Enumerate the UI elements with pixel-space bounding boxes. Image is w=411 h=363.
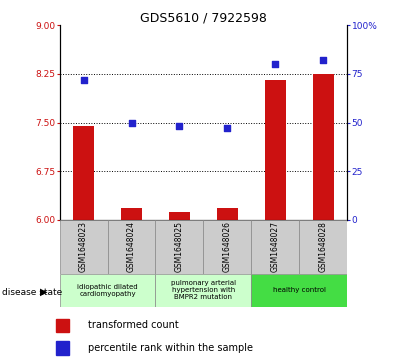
Text: idiopathic dilated
cardiomyopathy: idiopathic dilated cardiomyopathy [77, 284, 138, 297]
Text: ▶: ▶ [40, 287, 48, 297]
Text: transformed count: transformed count [88, 321, 179, 330]
Point [80, 77, 87, 83]
Text: GSM1648028: GSM1648028 [319, 221, 328, 272]
Point [128, 119, 135, 125]
Bar [169, 212, 190, 220]
Bar [155, 274, 252, 307]
Bar [217, 208, 238, 220]
Point [176, 123, 183, 129]
Bar [252, 220, 299, 274]
Bar [312, 74, 334, 220]
Bar [55, 319, 69, 332]
Point [320, 57, 327, 63]
Text: healthy control: healthy control [273, 287, 326, 293]
Bar [299, 220, 347, 274]
Bar [155, 220, 203, 274]
Point [272, 61, 279, 67]
Bar [203, 220, 252, 274]
Bar [55, 342, 69, 355]
Title: GDS5610 / 7922598: GDS5610 / 7922598 [140, 11, 267, 24]
Text: percentile rank within the sample: percentile rank within the sample [88, 343, 253, 353]
Bar [252, 274, 347, 307]
Bar [73, 126, 95, 220]
Text: disease state: disease state [2, 288, 62, 297]
Bar [108, 220, 155, 274]
Text: GSM1648026: GSM1648026 [223, 221, 232, 272]
Text: GSM1648027: GSM1648027 [271, 221, 280, 272]
Bar [121, 208, 142, 220]
Text: GSM1648024: GSM1648024 [127, 221, 136, 272]
Point [224, 126, 231, 131]
Text: pulmonary arterial
hypertension with
BMPR2 mutation: pulmonary arterial hypertension with BMP… [171, 280, 236, 301]
Bar [60, 274, 155, 307]
Text: GSM1648023: GSM1648023 [79, 221, 88, 272]
Text: GSM1648025: GSM1648025 [175, 221, 184, 272]
Bar [60, 220, 108, 274]
Bar [265, 81, 286, 220]
